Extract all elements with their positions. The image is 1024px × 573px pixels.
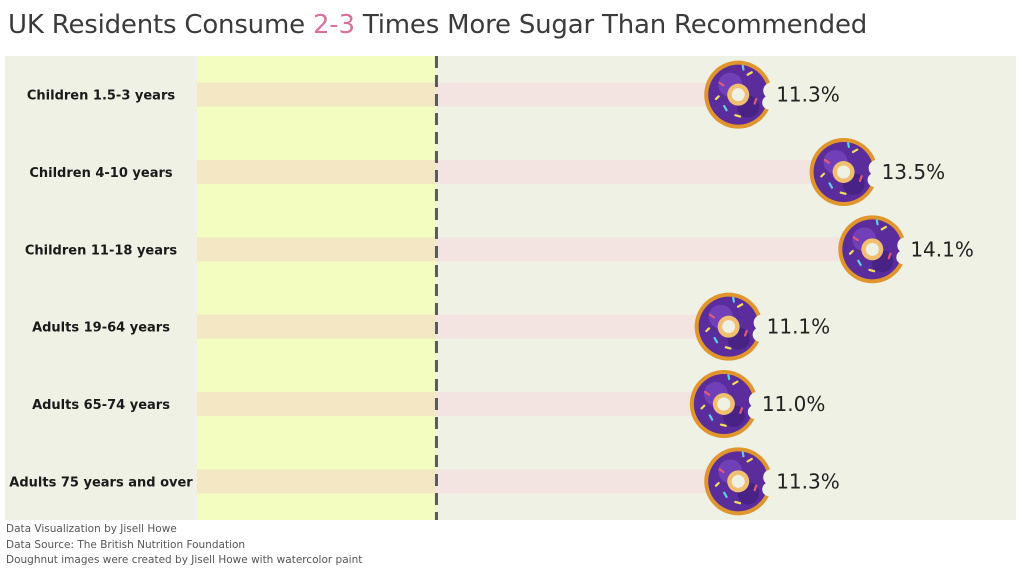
category-label: Adults 19-64 years [32, 321, 170, 336]
value-label: 11.1% [767, 315, 831, 339]
value-label: 11.3% [776, 469, 840, 493]
doughnut-icon [838, 215, 916, 284]
bar-segment-excess [436, 314, 729, 339]
doughnut-icon [694, 292, 772, 361]
footer-source: Data Source: The British Nutrition Found… [6, 538, 246, 551]
bar-segment-excess [436, 237, 873, 262]
bar-segment-recommended [197, 314, 437, 339]
category-label: Children 11-18 years [25, 243, 178, 258]
footer-image-note: Doughnut images were created by Jisell H… [6, 554, 363, 566]
doughnut-icon [809, 138, 887, 206]
footer: Data Visualization by Jisell Howe Data S… [6, 522, 362, 569]
title-text-before: UK Residents Consume [8, 10, 313, 40]
footer-credit: Data Visualization by Jisell Howe [6, 523, 177, 535]
bar-segment-recommended [197, 160, 437, 184]
category-label: Adults 75 years and over [9, 475, 193, 490]
bar-segment-excess [436, 392, 724, 416]
value-label: 11.0% [762, 392, 826, 416]
doughnut-icon [704, 60, 782, 129]
recommended-band [197, 56, 437, 520]
category-label: Children 4-10 years [29, 166, 173, 181]
bar-segment-excess [436, 82, 739, 107]
bar-segment-excess [436, 160, 844, 184]
doughnut-icon [704, 447, 782, 516]
category-label: Adults 65-74 years [32, 398, 170, 413]
bar-segment-recommended [197, 82, 437, 107]
title-text-after: Times More Sugar Than Recommended [354, 10, 868, 40]
doughnut-icon [689, 370, 767, 438]
category-label: Children 1.5-3 years [27, 89, 175, 104]
bar-segment-recommended [197, 392, 437, 416]
bar-segment-recommended [197, 469, 437, 494]
bar-segment-recommended [197, 237, 437, 262]
bar-chart: Children 1.5-3 years 11.3% Children 4-10 … [9, 56, 974, 520]
bar-segment-excess [436, 469, 739, 494]
title-highlight: 2-3 [312, 10, 355, 40]
value-label: 14.1% [910, 237, 974, 261]
value-label: 13.5% [882, 160, 946, 184]
value-label: 11.3% [776, 83, 840, 107]
chart-panel: Children 1.5-3 years 11.3% Children 4-10 … [5, 56, 1016, 520]
chart-title: UK Residents Consume 2-3 Times More Suga… [8, 10, 867, 40]
